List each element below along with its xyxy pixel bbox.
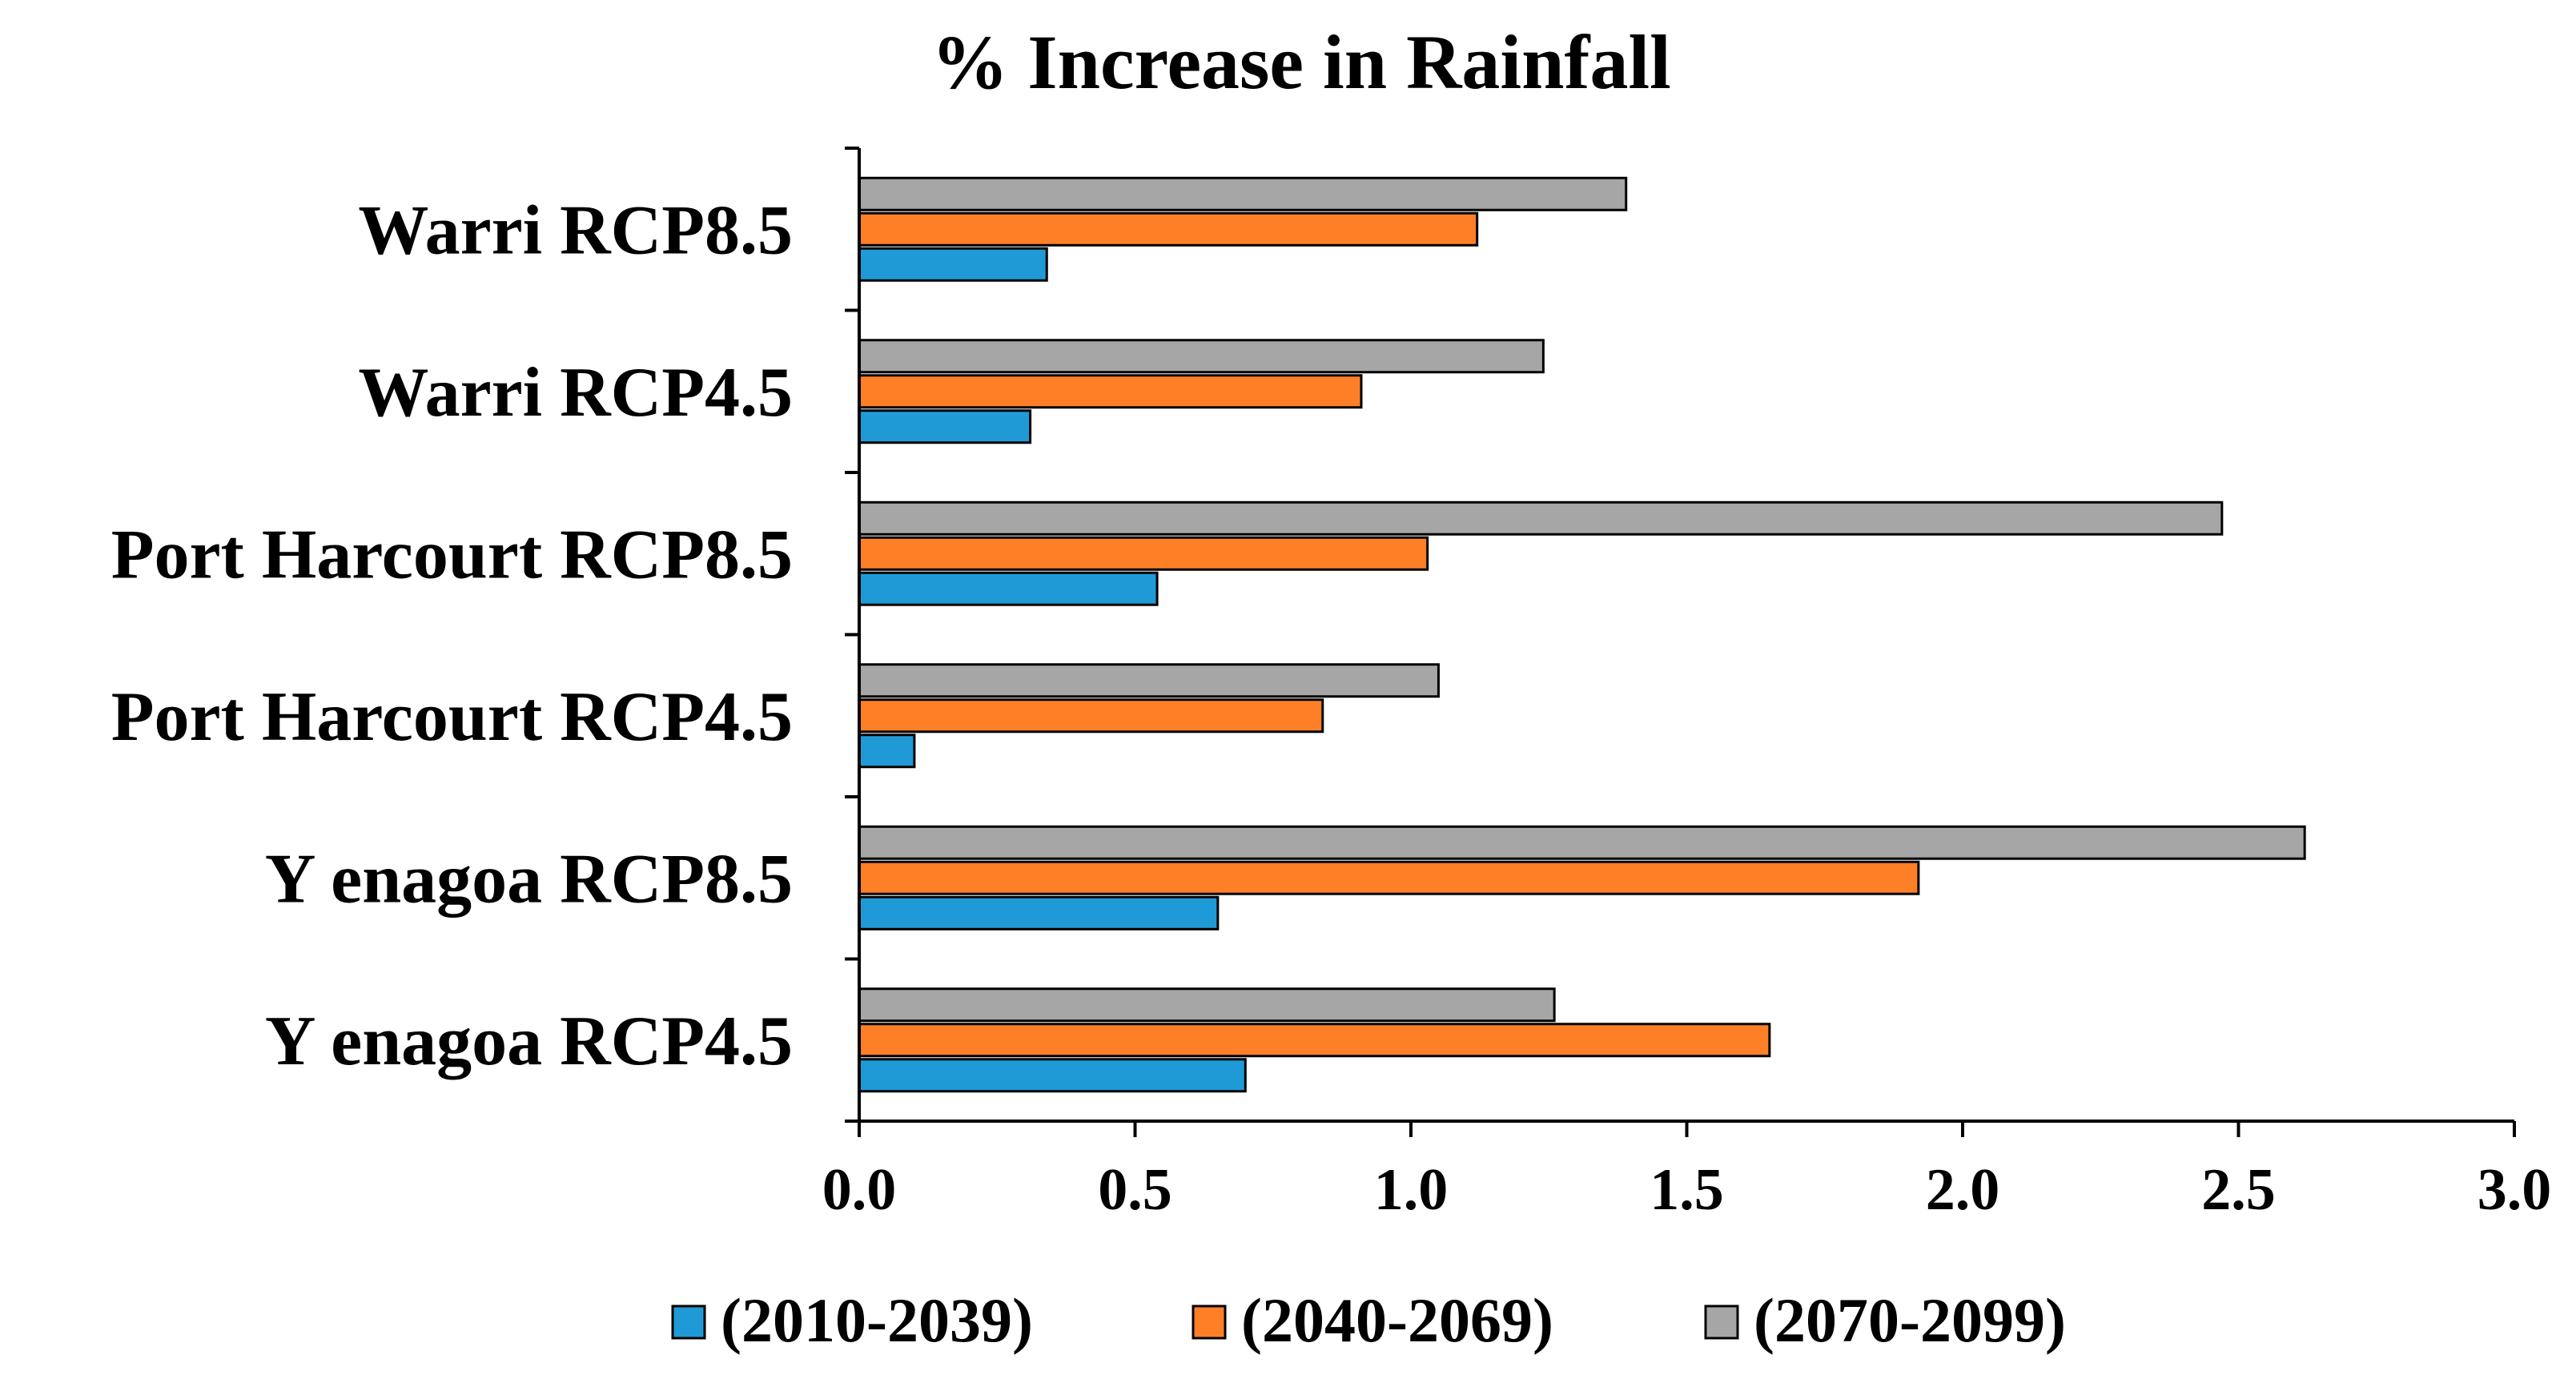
bar-warri-rcp8-5-2040-2069 (858, 211, 1479, 247)
bar-warri-rcp4-5-2010-2039 (858, 409, 1032, 444)
bar-port-harcourt-rcp4-5-2010-2039 (858, 734, 916, 769)
bar-port-harcourt-rcp8-5-2040-2069 (858, 536, 1429, 571)
category-labels: Warri RCP8.5 Warri RCP4.5 Port Harcourt RC… (111, 191, 793, 1080)
x-tick-label: 3.0 (2478, 1157, 2552, 1223)
bar-y-enagoa-rcp4-5-2070-2099 (858, 987, 1556, 1023)
bar-warri-rcp4-5-2040-2069 (858, 374, 1363, 409)
legend-swatch-2070-2099 (1704, 1305, 1739, 1340)
y-axis-ticks (845, 147, 859, 1123)
x-axis-ticks: 0.0 0.5 1.0 1.5 2.0 2.5 3.0 (822, 1121, 2552, 1223)
bar-y-enagoa-rcp4-5-2040-2069 (858, 1023, 1771, 1058)
bar-y-enagoa-rcp8-5-2070-2099 (858, 825, 2306, 860)
bar-warri-rcp8-5-2010-2039 (858, 247, 1048, 282)
category-label: Y enagoa RCP8.5 (265, 840, 793, 918)
bars-group (858, 176, 2306, 1093)
bar-port-harcourt-rcp8-5-2010-2039 (858, 571, 1159, 606)
legend: (2010-2039) (2040-2069) (2070-2099) (671, 1285, 2066, 1355)
x-tick-label: 1.5 (1650, 1157, 1724, 1223)
legend-swatch-2010-2039 (671, 1305, 706, 1340)
x-tick-label: 0.0 (822, 1157, 897, 1223)
category-label: Port Harcourt RCP8.5 (111, 516, 793, 593)
category-label: Warri RCP8.5 (358, 191, 793, 269)
bar-warri-rcp8-5-2070-2099 (858, 176, 1628, 211)
x-tick-label: 1.0 (1374, 1157, 1449, 1223)
legend-label: (2010-2039) (721, 1285, 1033, 1355)
x-tick-label: 0.5 (1098, 1157, 1172, 1223)
category-label: Port Harcourt RCP4.5 (111, 678, 793, 756)
category-label: Y enagoa RCP4.5 (265, 1003, 793, 1080)
bar-port-harcourt-rcp4-5-2040-2069 (858, 698, 1324, 734)
bar-port-harcourt-rcp8-5-2070-2099 (858, 501, 2224, 536)
legend-label: (2040-2069) (1241, 1285, 1553, 1355)
bar-y-enagoa-rcp8-5-2040-2069 (858, 860, 1920, 895)
legend-label: (2070-2099) (1754, 1285, 2066, 1355)
x-tick-label: 2.0 (1926, 1157, 2000, 1223)
category-label: Warri RCP4.5 (358, 354, 793, 432)
bar-y-enagoa-rcp8-5-2010-2039 (858, 895, 1220, 931)
bar-warri-rcp4-5-2070-2099 (858, 339, 1545, 374)
bar-port-harcourt-rcp4-5-2070-2099 (858, 663, 1440, 698)
bar-y-enagoa-rcp4-5-2010-2039 (858, 1058, 1247, 1093)
chart-title: % Increase in Rainfall (931, 19, 1671, 105)
legend-swatch-2040-2069 (1192, 1305, 1227, 1340)
x-tick-label: 2.5 (2201, 1157, 2276, 1223)
